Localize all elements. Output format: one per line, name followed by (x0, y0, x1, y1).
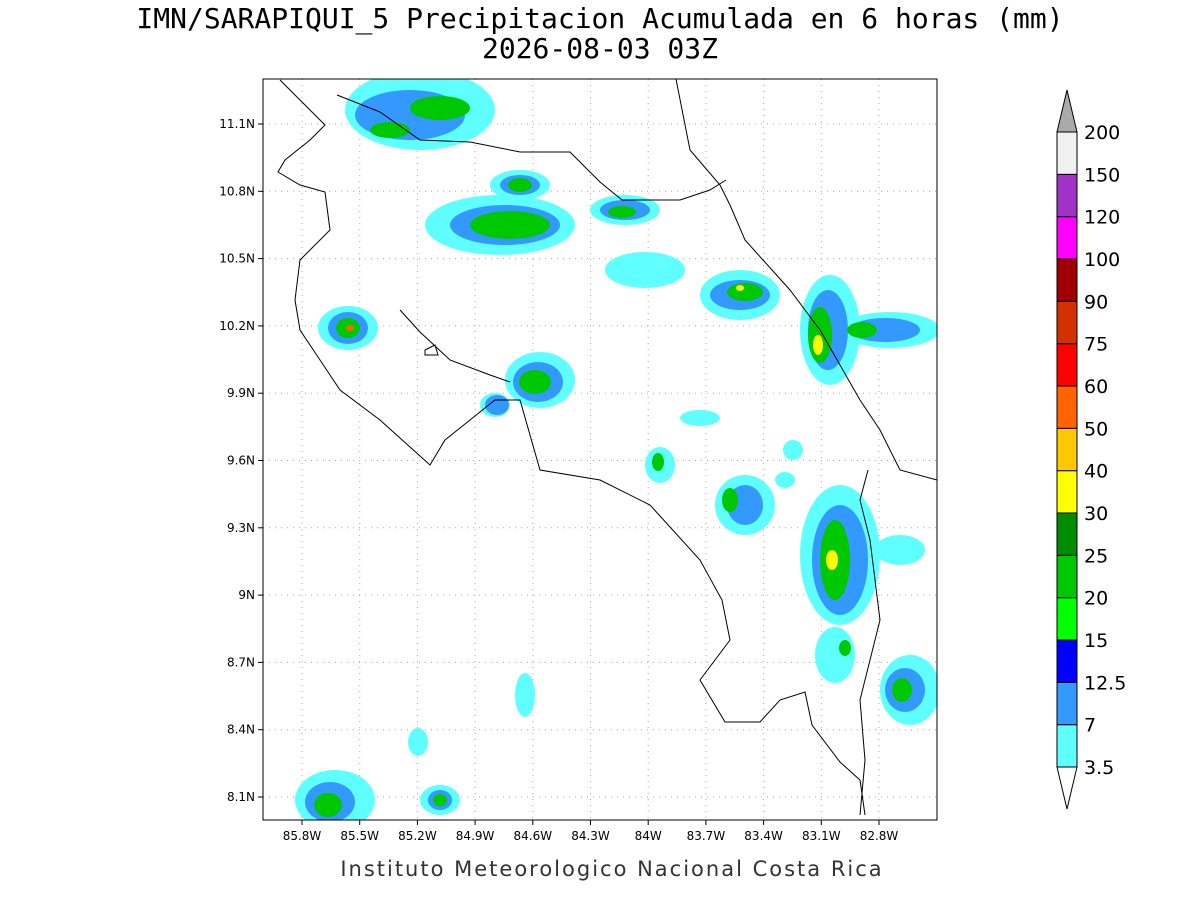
colorbar-label: 150 (1084, 164, 1120, 186)
colorbar-box (1056, 343, 1078, 387)
lat-tick-label: 10.8N (219, 184, 255, 198)
map-title: IMN/SARAPIQUI_5 Precipitacion Acumulada … (136, 2, 1063, 36)
rain-cells (295, 79, 937, 820)
lat-tick-label: 8.7N (227, 655, 255, 669)
colorbar-label: 90 (1084, 291, 1108, 313)
colorbar-box (1056, 470, 1078, 514)
colorbar-box (1056, 427, 1078, 472)
colorbar-box (1056, 512, 1078, 556)
lon-tick-label: 83.1W (802, 829, 841, 843)
colorbar: 3.5 7 12.5 15 20 25 30 40 50 60 75 90 100 120 150 200 (1056, 89, 1126, 810)
colorbar-box (1056, 385, 1078, 429)
colorbar-label: 20 (1084, 588, 1108, 610)
map-subtitle: 2026-08-03 03Z (482, 32, 718, 65)
lat-tick-label: 9N (238, 588, 255, 602)
colorbar-label: 7 (1084, 715, 1096, 737)
colorbar-box (1056, 639, 1078, 683)
lon-tick-label: 84.3W (571, 829, 610, 843)
colorbar-label: 100 (1084, 249, 1120, 271)
colorbar-label: 30 (1084, 503, 1108, 525)
colorbar-under (1056, 766, 1078, 810)
colorbar-label: 60 (1084, 376, 1108, 398)
lon-tick-label: 85.2W (398, 829, 437, 843)
lat-tick-label: 11.1N (219, 117, 255, 131)
colorbar-box (1056, 173, 1078, 218)
lon-tick-label: 83.7W (687, 829, 726, 843)
colorbar-label: 200 (1084, 122, 1120, 144)
plot-frame (262, 78, 938, 821)
colorbar-box (1056, 554, 1078, 599)
lat-tick-label: 10.5N (219, 252, 255, 266)
colorbar-box (1056, 597, 1078, 641)
lon-tick-label: 85.8W (283, 829, 322, 843)
colorbar-box (1056, 131, 1078, 175)
lon-tick-label: 82.8W (860, 829, 899, 843)
colorbar-box (1056, 300, 1078, 345)
colorbar-over (1056, 89, 1078, 133)
colorbar-label: 15 (1084, 630, 1108, 652)
footer: Instituto Meteorologico Nacional Costa R… (340, 857, 883, 881)
colorbar-label: 12.5 (1084, 672, 1126, 694)
colorbar-label: 120 (1084, 207, 1120, 229)
colorbar-label: 40 (1084, 461, 1108, 483)
colorbar-box (1056, 681, 1078, 726)
graticule: 85.8W 85.5W 85.2W 84.9W 84.6W 84.3W 84W 83.7W 83… (219, 79, 937, 843)
lat-tick-label: 10.2N (219, 319, 255, 333)
colorbar-label: 75 (1084, 334, 1108, 356)
lon-tick-label: 84W (635, 829, 662, 843)
lat-tick-label: 9.3N (227, 521, 255, 535)
coastlines (277, 79, 937, 816)
lon-tick-label: 84.9W (456, 829, 495, 843)
colorbar-label: 25 (1084, 545, 1108, 567)
colorbar-box (1056, 724, 1078, 768)
lat-tick-label: 9.9N (227, 386, 255, 400)
lon-tick-label: 84.6W (514, 829, 553, 843)
lat-tick-label: 8.1N (227, 790, 255, 804)
colorbar-label: 3.5 (1084, 757, 1114, 779)
lon-tick-label: 83.4W (744, 829, 783, 843)
colorbar-box (1056, 258, 1078, 302)
colorbar-box (1056, 216, 1078, 260)
colorbar-label: 50 (1084, 418, 1108, 440)
lat-tick-label: 8.4N (227, 723, 255, 737)
lat-tick-label: 9.6N (227, 454, 255, 468)
precip-field (295, 79, 937, 820)
lon-tick-label: 85.5W (340, 829, 379, 843)
